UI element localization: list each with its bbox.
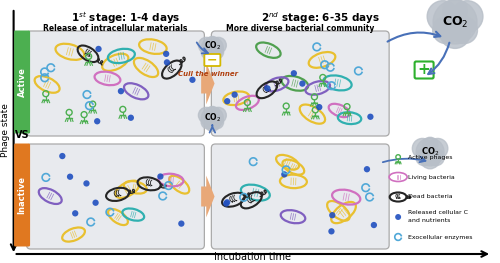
Text: 1$^{st}$ stage: 1-4 days: 1$^{st}$ stage: 1-4 days bbox=[71, 10, 180, 26]
Circle shape bbox=[201, 45, 214, 59]
Circle shape bbox=[59, 153, 66, 159]
Circle shape bbox=[205, 116, 220, 131]
Circle shape bbox=[72, 210, 78, 216]
Circle shape bbox=[395, 214, 401, 220]
Circle shape bbox=[198, 37, 214, 53]
Circle shape bbox=[158, 173, 164, 180]
Text: −: − bbox=[207, 53, 218, 67]
Circle shape bbox=[281, 171, 287, 178]
Circle shape bbox=[223, 200, 230, 207]
FancyBboxPatch shape bbox=[212, 144, 389, 249]
Circle shape bbox=[412, 138, 432, 159]
Circle shape bbox=[96, 46, 102, 52]
Circle shape bbox=[364, 166, 370, 172]
Circle shape bbox=[428, 149, 444, 166]
Circle shape bbox=[210, 45, 224, 59]
Circle shape bbox=[201, 115, 214, 129]
Text: +: + bbox=[418, 63, 430, 78]
Circle shape bbox=[428, 138, 448, 159]
Text: Released cellular C: Released cellular C bbox=[408, 210, 468, 215]
FancyBboxPatch shape bbox=[204, 54, 220, 66]
Circle shape bbox=[368, 114, 374, 120]
Circle shape bbox=[422, 137, 438, 153]
Circle shape bbox=[118, 88, 124, 94]
Text: Dead bacteria: Dead bacteria bbox=[408, 195, 453, 200]
FancyBboxPatch shape bbox=[14, 144, 30, 246]
Circle shape bbox=[443, 0, 467, 23]
Text: Phage state: Phage state bbox=[1, 103, 10, 157]
Circle shape bbox=[67, 174, 73, 180]
Circle shape bbox=[224, 199, 230, 205]
Circle shape bbox=[416, 149, 432, 166]
Text: CO$_2$: CO$_2$ bbox=[421, 146, 440, 158]
FancyBboxPatch shape bbox=[212, 31, 389, 136]
Circle shape bbox=[178, 220, 184, 227]
Circle shape bbox=[371, 222, 377, 228]
Circle shape bbox=[452, 1, 483, 32]
Circle shape bbox=[290, 70, 297, 77]
Circle shape bbox=[206, 37, 218, 49]
Circle shape bbox=[329, 212, 336, 218]
Circle shape bbox=[433, 0, 477, 44]
Circle shape bbox=[206, 107, 218, 119]
Circle shape bbox=[416, 138, 444, 166]
Text: Cull the winner: Cull the winner bbox=[178, 72, 238, 78]
Text: Incubation time: Incubation time bbox=[214, 252, 291, 262]
Circle shape bbox=[420, 150, 440, 169]
Circle shape bbox=[190, 77, 196, 83]
Text: and nutrients: and nutrients bbox=[408, 219, 451, 224]
Circle shape bbox=[328, 228, 334, 235]
Circle shape bbox=[205, 46, 220, 61]
Circle shape bbox=[92, 200, 98, 206]
Circle shape bbox=[94, 118, 100, 124]
Circle shape bbox=[316, 104, 322, 110]
Circle shape bbox=[451, 17, 477, 44]
Text: 2$^{nd}$ stage: 6-35 days: 2$^{nd}$ stage: 6-35 days bbox=[260, 10, 380, 26]
Text: CO$_2$: CO$_2$ bbox=[442, 14, 468, 29]
Text: Exocellular enzymes: Exocellular enzymes bbox=[408, 235, 472, 240]
Circle shape bbox=[163, 51, 170, 57]
Text: CO$_2$: CO$_2$ bbox=[204, 112, 221, 124]
Text: Active: Active bbox=[18, 67, 26, 97]
Text: Release of intracellular materials: Release of intracellular materials bbox=[44, 24, 188, 33]
Circle shape bbox=[232, 92, 238, 98]
Circle shape bbox=[224, 98, 230, 104]
FancyBboxPatch shape bbox=[14, 31, 30, 134]
Circle shape bbox=[210, 37, 226, 53]
Text: Inactive: Inactive bbox=[18, 176, 26, 214]
Circle shape bbox=[202, 37, 224, 59]
Text: VS: VS bbox=[15, 130, 30, 140]
Circle shape bbox=[440, 18, 470, 48]
Text: CO$_2$: CO$_2$ bbox=[204, 40, 221, 52]
Circle shape bbox=[198, 107, 214, 123]
Circle shape bbox=[427, 1, 459, 32]
FancyBboxPatch shape bbox=[414, 62, 434, 78]
Circle shape bbox=[210, 107, 226, 123]
FancyBboxPatch shape bbox=[26, 31, 204, 136]
Circle shape bbox=[164, 59, 170, 65]
Circle shape bbox=[84, 180, 89, 186]
FancyBboxPatch shape bbox=[26, 144, 204, 249]
Text: Active phages: Active phages bbox=[408, 154, 453, 159]
Circle shape bbox=[432, 17, 459, 44]
Text: Living bacteria: Living bacteria bbox=[408, 174, 455, 180]
Circle shape bbox=[210, 115, 224, 129]
Circle shape bbox=[264, 85, 270, 92]
Circle shape bbox=[202, 107, 224, 129]
Circle shape bbox=[128, 115, 134, 121]
Text: More diverse bacterial community: More diverse bacterial community bbox=[226, 24, 374, 33]
Circle shape bbox=[299, 80, 306, 87]
